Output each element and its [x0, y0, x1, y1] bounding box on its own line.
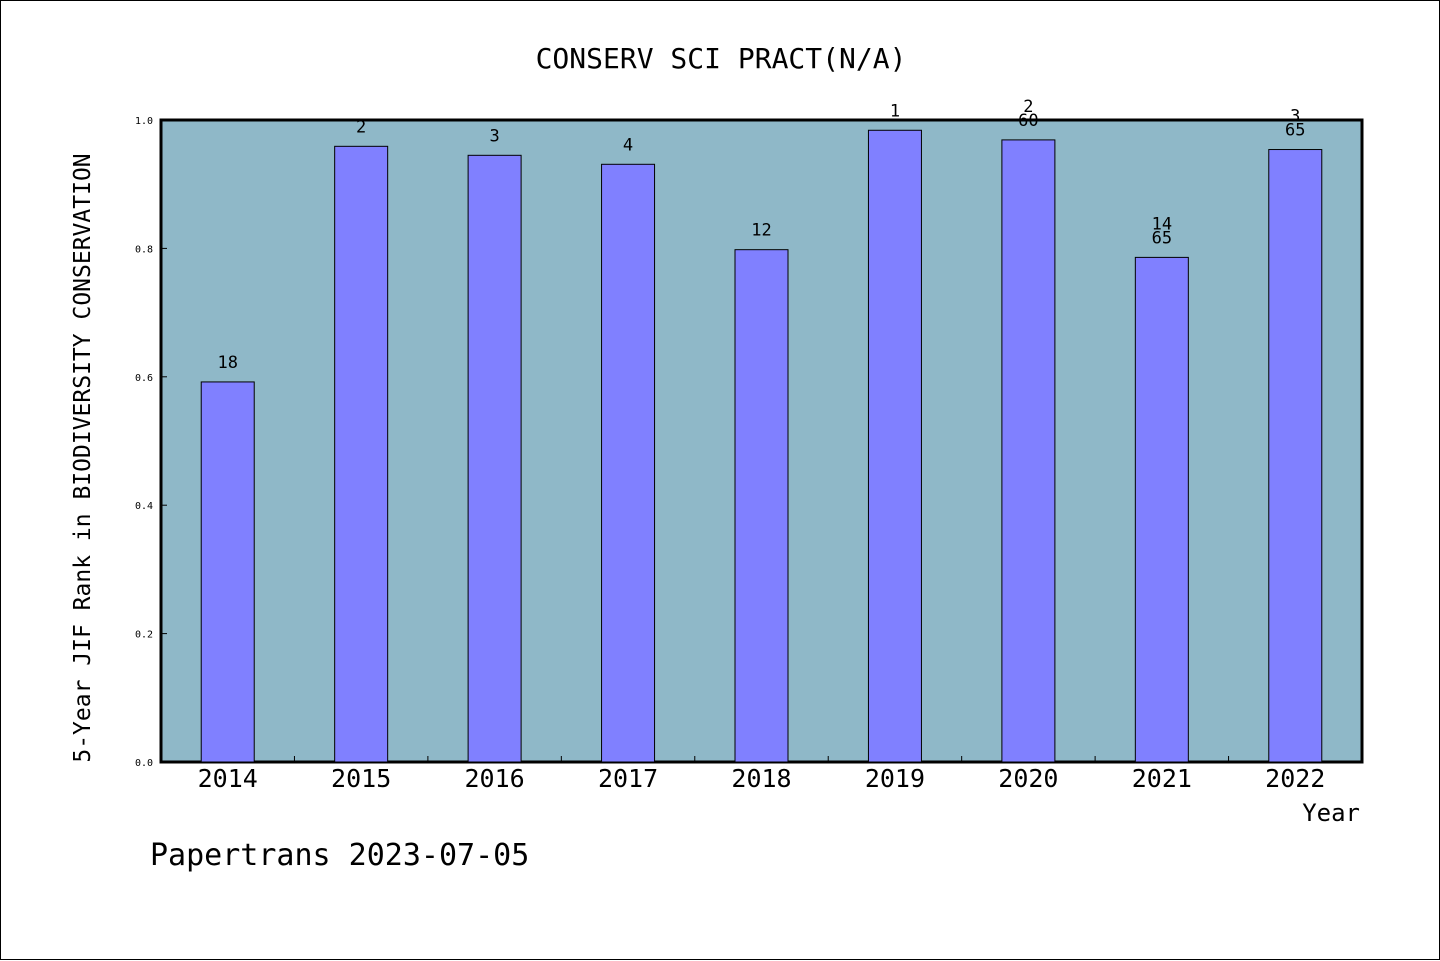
bar-label-2016-1: 3	[489, 126, 499, 146]
bar-label-2022-2: 65	[1285, 121, 1305, 141]
bar-2019	[867, 129, 922, 763]
x-tick-label-2018: 2018	[731, 764, 791, 793]
bar-label-2021-2: 65	[1152, 228, 1172, 248]
x-tick-label-2014: 2014	[198, 764, 258, 793]
bar-2016	[467, 154, 522, 763]
bar-label-2020-2: 60	[1018, 111, 1038, 131]
bar-label-2014-1: 18	[217, 353, 237, 373]
x-tick-label-2017: 2017	[598, 764, 658, 793]
bar-2022	[1268, 149, 1323, 763]
bar-2020	[1001, 139, 1056, 763]
x-axis-label: Year	[1302, 799, 1360, 827]
bar-label-2022-1: 3	[1290, 107, 1300, 127]
x-tick-label-2016: 2016	[465, 764, 525, 793]
x-tick-label-2021: 2021	[1132, 764, 1192, 793]
x-tick-label-2019: 2019	[865, 764, 925, 793]
chart-title: CONSERV SCI PRACT(N/A)	[536, 42, 907, 75]
bar-2021	[1134, 256, 1189, 763]
x-tick-label-2022: 2022	[1265, 764, 1325, 793]
y-tick-label-0.0: 0.0	[135, 758, 153, 769]
bar-label-2017-1: 4	[623, 135, 633, 155]
y-tick-label-0.6: 0.6	[135, 373, 153, 384]
y-axis: 0.0 0.2 0.4 0.6 0.8 1.0	[135, 116, 167, 769]
bar-2018	[734, 249, 789, 763]
x-tick-label-2015: 2015	[331, 764, 391, 793]
x-axis: 2014 2015 2016 2017 2018 2019 2020 2021 2022	[198, 756, 1325, 793]
footer-credit: Papertrans 2023-07-05	[150, 838, 529, 873]
x-tick-label-2020: 2020	[998, 764, 1058, 793]
bar-2015	[334, 145, 389, 763]
bar-label-2018-1: 12	[751, 221, 771, 241]
y-tick-label-0.8: 0.8	[135, 244, 153, 255]
bar-label-2021-1: 14	[1152, 214, 1172, 234]
bar-label-2015-1: 2	[356, 117, 366, 137]
bar-2017	[601, 163, 656, 763]
y-tick-label-0.2: 0.2	[135, 630, 153, 641]
y-tick-label-1.0: 1.0	[135, 116, 153, 127]
bars-layer	[200, 129, 1323, 763]
bar-label-2019-1: 1	[890, 101, 900, 121]
bar-2014	[200, 381, 255, 763]
y-tick-label-0.4: 0.4	[135, 501, 153, 512]
y-axis-label: 5-Year JIF Rank in BIODIVERSITY CONSERVA…	[70, 153, 96, 762]
bar-label-2020-1: 2	[1023, 97, 1033, 117]
